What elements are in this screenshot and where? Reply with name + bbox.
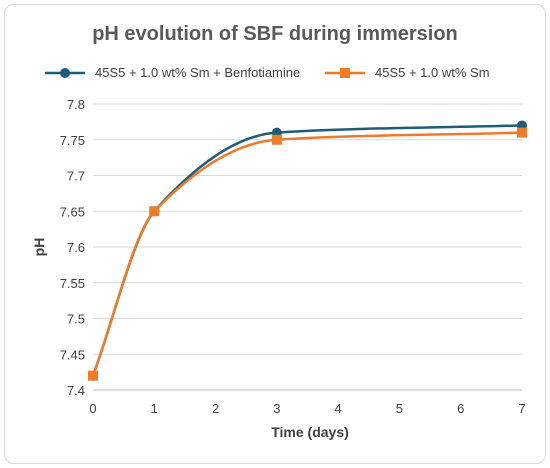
chart-frame bbox=[4, 4, 546, 464]
series-lines bbox=[91, 124, 523, 377]
x-tick-label: 4 bbox=[335, 401, 342, 416]
gridlines bbox=[93, 103, 522, 355]
x-tick-label: 2 bbox=[212, 401, 219, 416]
series-line-1 bbox=[91, 124, 523, 377]
x-tick-label: 1 bbox=[151, 401, 158, 416]
y-tick-label: 7.45 bbox=[60, 347, 85, 362]
legend-label-series-2: 45S5 + 1.0 wt% Sm bbox=[375, 65, 490, 80]
x-tick-label: 6 bbox=[457, 401, 464, 416]
x-tick-label: 3 bbox=[273, 401, 280, 416]
y-tick-label: 7.65 bbox=[60, 204, 85, 219]
y-tick-label: 7.4 bbox=[67, 383, 85, 398]
series-markers bbox=[88, 120, 527, 381]
x-tick-label: 7 bbox=[518, 401, 525, 416]
data-point-series-2 bbox=[517, 127, 527, 138]
y-tick-label: 7.7 bbox=[67, 169, 85, 184]
x-tick-labels: 0 1 2 3 4 5 6 7 bbox=[89, 401, 525, 416]
x-axis-label: Time (days) bbox=[271, 424, 349, 440]
chart-title: pH evolution of SBF during immersion bbox=[92, 23, 458, 45]
y-tick-label: 7.8 bbox=[67, 97, 85, 112]
y-tick-labels: 7.4 7.45 7.5 7.55 7.6 7.65 7.7 7.75 7.8 bbox=[60, 97, 85, 398]
y-tick-label: 7.6 bbox=[67, 240, 85, 255]
data-point-series-2 bbox=[149, 206, 160, 217]
data-point-series-2 bbox=[88, 370, 98, 381]
y-axis-label: pH bbox=[31, 238, 47, 257]
series-line-2 bbox=[91, 131, 523, 377]
x-tick-label: 0 bbox=[89, 401, 96, 416]
data-point-series-2 bbox=[271, 134, 282, 145]
y-tick-label: 7.75 bbox=[60, 133, 85, 148]
legend-marker-series-2 bbox=[340, 68, 350, 78]
y-tick-label: 7.55 bbox=[60, 276, 85, 291]
legend: 45S5 + 1.0 wt% Sm + Benfotiamine 45S5 + … bbox=[45, 65, 490, 80]
x-tick-label: 5 bbox=[396, 401, 403, 416]
legend-label-series-1: 45S5 + 1.0 wt% Sm + Benfotiamine bbox=[95, 65, 300, 80]
y-tick-label: 7.5 bbox=[67, 312, 85, 327]
legend-marker-series-1 bbox=[60, 68, 70, 78]
